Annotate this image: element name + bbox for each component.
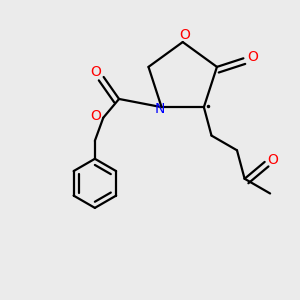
- Text: O: O: [179, 28, 190, 42]
- Text: N: N: [155, 102, 165, 116]
- Text: O: O: [267, 153, 278, 167]
- Text: O: O: [91, 109, 101, 123]
- Text: O: O: [247, 50, 258, 64]
- Text: O: O: [90, 65, 101, 79]
